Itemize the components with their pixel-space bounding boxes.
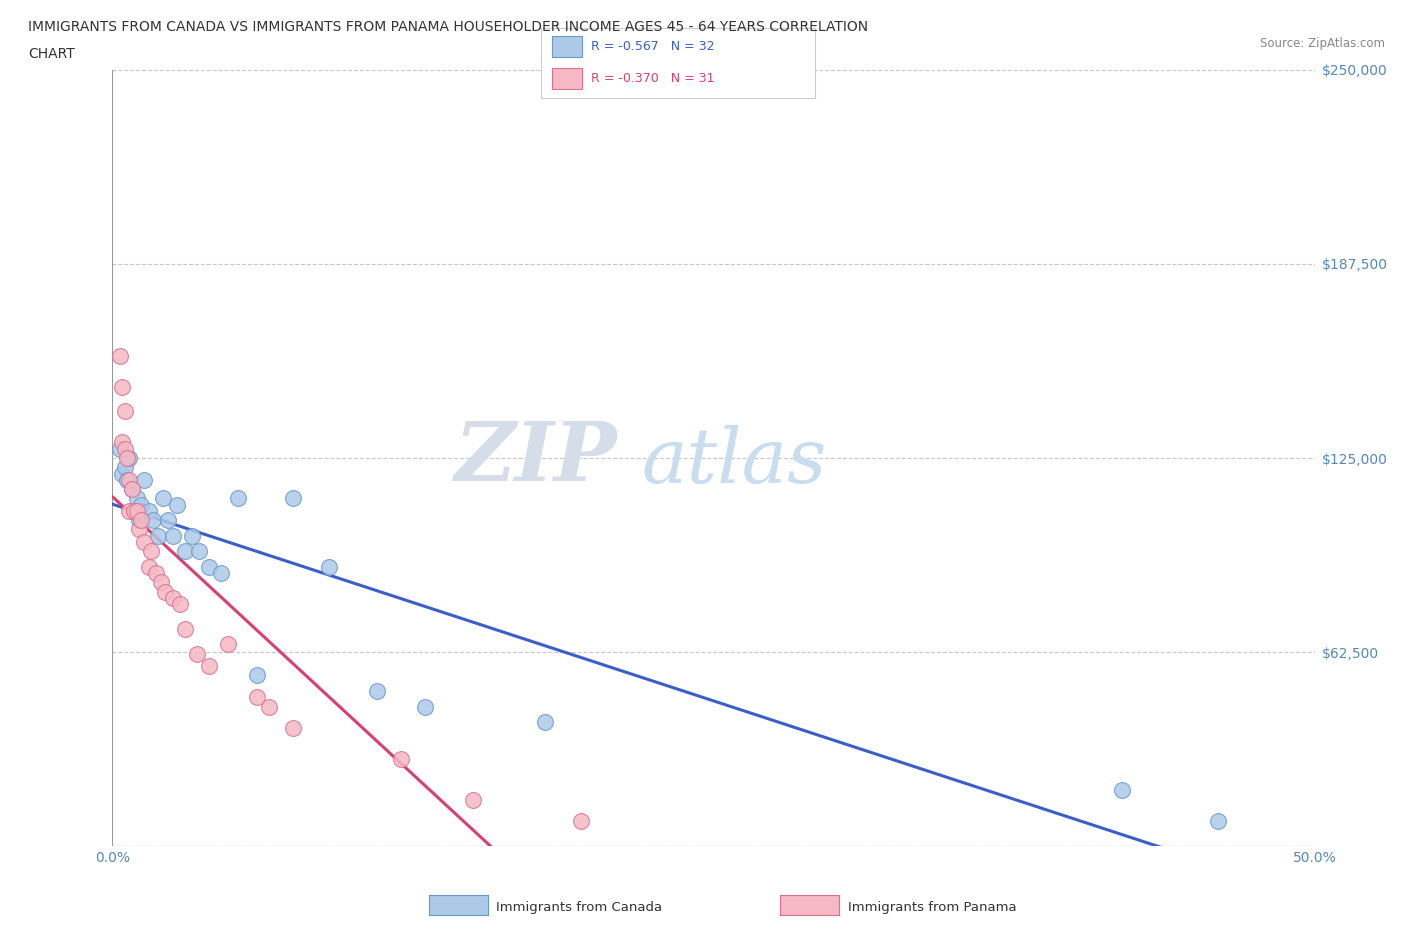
Point — [118, 472, 141, 487]
Point — [169, 596, 191, 611]
Point — [197, 658, 219, 673]
Point — [155, 584, 177, 599]
FancyBboxPatch shape — [553, 69, 582, 89]
Point — [131, 512, 153, 527]
Point — [122, 503, 145, 518]
Point — [413, 699, 436, 714]
Point — [180, 528, 202, 543]
Text: Immigrants from Panama: Immigrants from Panama — [848, 901, 1017, 914]
Point — [149, 575, 172, 590]
Point — [173, 544, 195, 559]
Point — [132, 472, 155, 487]
Point — [121, 482, 143, 497]
Point — [569, 814, 592, 829]
Point — [114, 404, 136, 418]
Point — [132, 535, 155, 550]
Point — [125, 491, 148, 506]
Point — [108, 441, 131, 456]
Point — [246, 690, 269, 705]
Text: CHART: CHART — [28, 46, 75, 60]
Point — [257, 699, 280, 714]
Point — [115, 472, 138, 487]
Point — [138, 503, 160, 518]
Point — [152, 491, 174, 506]
Point — [162, 528, 184, 543]
Point — [246, 668, 269, 683]
Text: R = -0.370   N = 31: R = -0.370 N = 31 — [591, 73, 714, 86]
Point — [318, 559, 340, 574]
Point — [122, 503, 145, 518]
Point — [173, 621, 195, 636]
Text: Immigrants from Canada: Immigrants from Canada — [496, 901, 662, 914]
Point — [281, 491, 304, 506]
Point — [209, 565, 232, 580]
Text: ZIP: ZIP — [454, 418, 617, 498]
Point — [366, 684, 388, 698]
Point — [121, 482, 143, 497]
Point — [118, 451, 141, 466]
Text: R = -0.567   N = 32: R = -0.567 N = 32 — [591, 40, 714, 53]
Point — [188, 544, 211, 559]
Point — [146, 528, 169, 543]
Point — [166, 498, 188, 512]
Point — [197, 559, 219, 574]
Point — [461, 792, 484, 807]
Point — [118, 503, 141, 518]
Point — [534, 714, 557, 729]
Point — [115, 451, 138, 466]
Text: Source: ZipAtlas.com: Source: ZipAtlas.com — [1260, 37, 1385, 50]
FancyBboxPatch shape — [553, 36, 582, 58]
Point — [138, 559, 160, 574]
Point — [108, 348, 131, 363]
Point — [281, 721, 304, 736]
Point — [125, 503, 148, 518]
Point — [142, 512, 165, 527]
Point — [162, 591, 184, 605]
Point — [186, 646, 208, 661]
Point — [128, 512, 150, 527]
Point — [1208, 814, 1230, 829]
Point — [145, 565, 167, 580]
Point — [389, 751, 412, 766]
Point — [111, 435, 134, 450]
Point — [217, 637, 239, 652]
Point — [1111, 783, 1133, 798]
Text: IMMIGRANTS FROM CANADA VS IMMIGRANTS FROM PANAMA HOUSEHOLDER INCOME AGES 45 - 64: IMMIGRANTS FROM CANADA VS IMMIGRANTS FRO… — [28, 20, 869, 34]
Text: atlas: atlas — [641, 425, 827, 498]
Point — [128, 522, 150, 537]
Point — [131, 498, 153, 512]
Point — [226, 491, 249, 506]
Point — [111, 379, 134, 394]
Point — [156, 512, 179, 527]
Point — [114, 441, 136, 456]
Point — [111, 466, 134, 481]
Point — [139, 544, 162, 559]
Point — [114, 460, 136, 475]
